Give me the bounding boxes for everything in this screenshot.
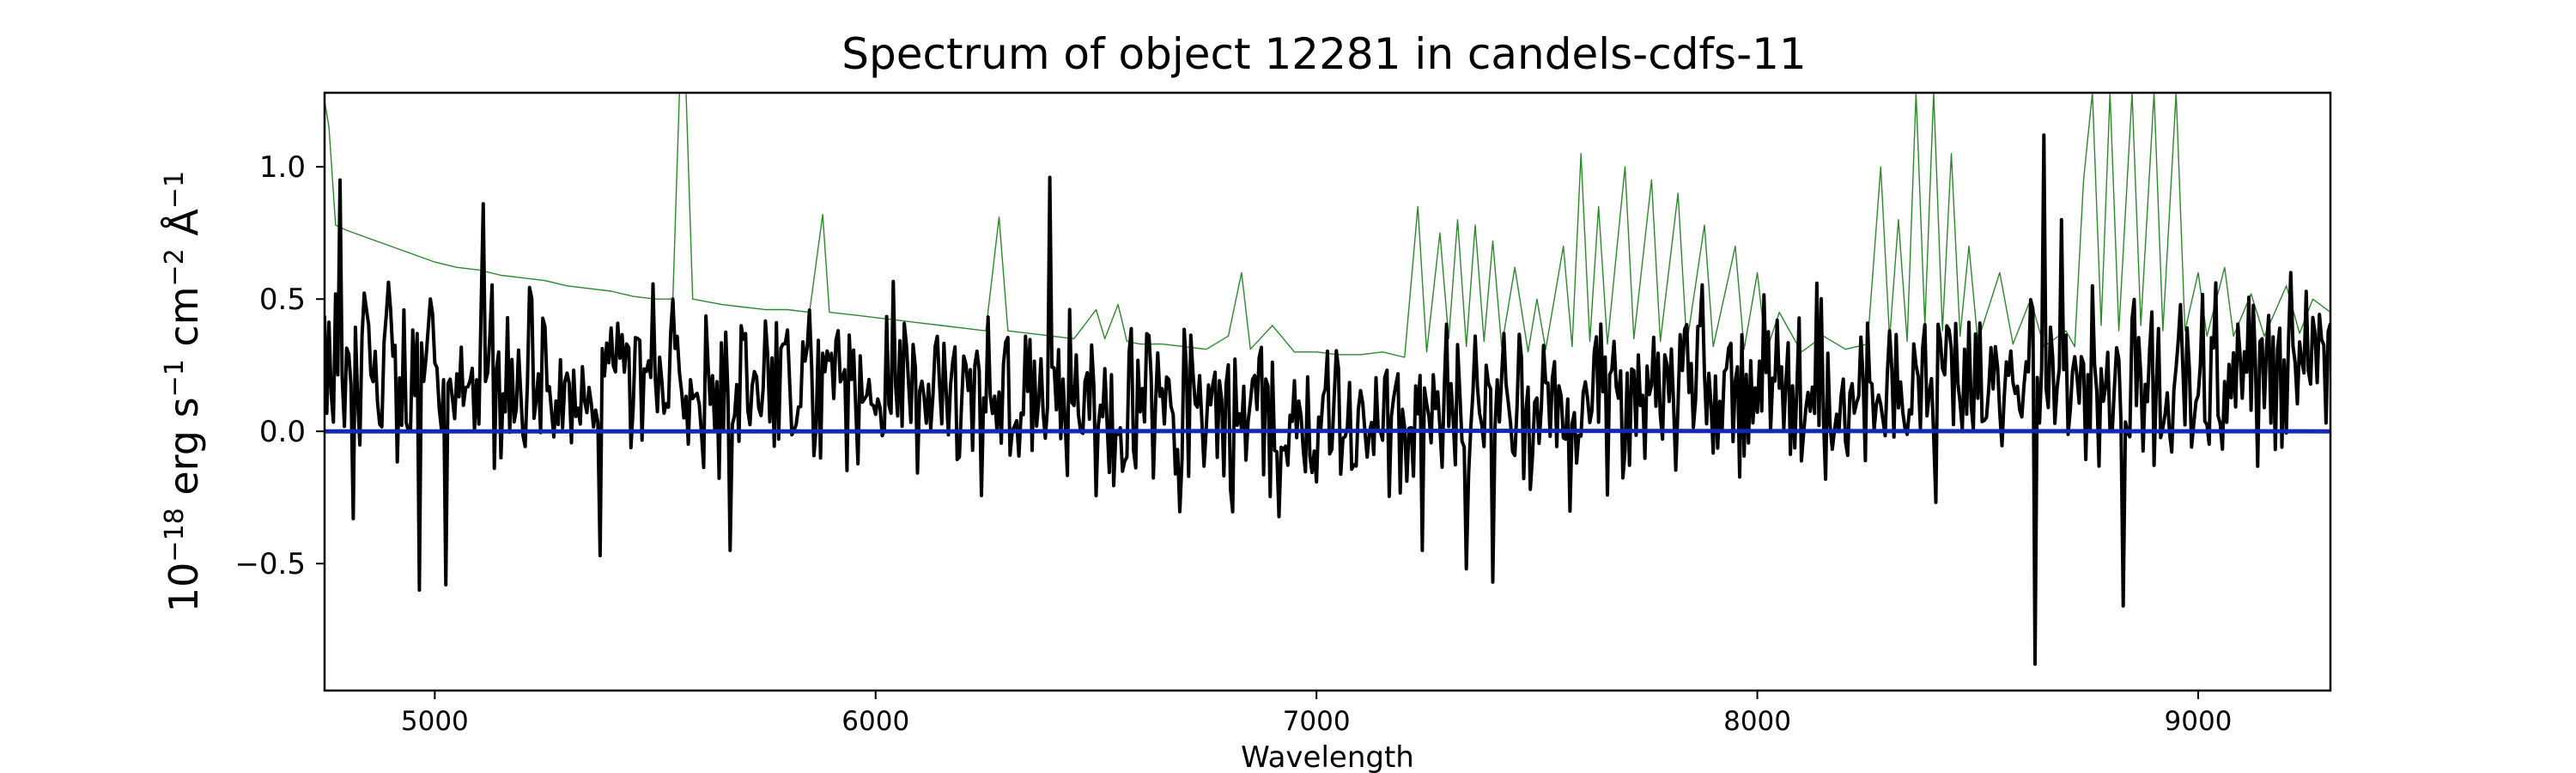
series-layer xyxy=(325,93,2330,666)
x-tick-label: 7000 xyxy=(1283,706,1351,737)
spectrum-series-line-2 xyxy=(325,133,2330,666)
y-label-exp-1: −18 xyxy=(160,508,190,562)
x-axis-label: Wavelength xyxy=(1241,740,1414,773)
y-label-unit-3: Å xyxy=(161,209,207,249)
y-label-exp-2: −1 xyxy=(160,359,190,397)
y-label-unit-1: erg s xyxy=(161,397,207,508)
x-tick-label: 6000 xyxy=(841,706,909,737)
x-tick-label: 9000 xyxy=(2165,706,2233,737)
y-label-base: 10 xyxy=(161,563,207,613)
x-tick-label: 5000 xyxy=(401,706,469,737)
y-axis: −0.5 0.0 0.5 1.0 xyxy=(234,150,325,581)
x-axis: 5000 6000 7000 8000 9000 xyxy=(401,691,2233,737)
chart-title: Spectrum of object 12281 in candels-cdfs… xyxy=(841,29,1807,79)
y-axis-label: 10−18 erg s−1 cm−2 Å−1 xyxy=(160,171,208,612)
plot-frame xyxy=(323,91,2332,692)
y-label-exp-3: −2 xyxy=(160,248,190,286)
y-tick-label: 0.5 xyxy=(259,283,306,317)
x-tick-label: 8000 xyxy=(1723,706,1791,737)
y-tick-label: 1.0 xyxy=(259,150,306,185)
y-label-exp-4: −1 xyxy=(160,171,190,209)
y-tick-label: −0.5 xyxy=(234,547,306,581)
y-tick-label: 0.0 xyxy=(259,415,306,449)
y-label-unit-2: cm xyxy=(161,286,207,359)
spectrum-series-line-3 xyxy=(325,429,2330,434)
